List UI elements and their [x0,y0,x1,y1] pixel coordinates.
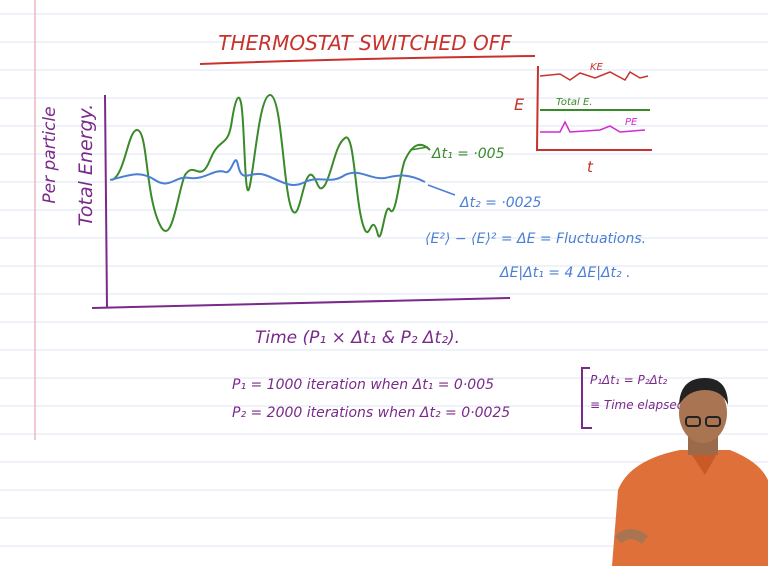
curve-label: Δt₁ = ·005 [431,146,505,162]
inset-y-label: E [514,95,525,114]
inset-label: Total E. [556,97,593,108]
inset-label: KE [590,62,604,73]
side-note: P₁Δt₁ = P₂Δt₂ [590,373,667,387]
title: THERMOSTAT SWITCHED OFF [218,31,512,55]
formula: ΔE|Δt₁ = 4 ΔE|Δt₂ . [499,265,631,281]
y-label: Total Energy. [75,104,97,227]
page: THERMOSTAT SWITCHED OFF Per particle Tot… [0,0,768,566]
curve-label: Δt₂ = ·0025 [459,195,541,211]
inset-label: PE [625,117,638,128]
lecture-frame: THERMOSTAT SWITCHED OFF Per particle Tot… [0,0,768,566]
note: P₂ = 2000 iterations when Δt₂ = 0·0025 [232,405,510,421]
formula: ⟨E²⟩ − ⟨E⟩² = ΔE = Fluctuations. [425,231,646,247]
y-label: Per particle [40,106,60,203]
note: P₁ = 1000 iteration when Δt₁ = 0·005 [232,377,494,393]
side-note: ≡ Time elapsed [590,398,685,412]
x-label: Time (P₁ × Δt₁ & P₂ Δt₂). [255,328,460,348]
